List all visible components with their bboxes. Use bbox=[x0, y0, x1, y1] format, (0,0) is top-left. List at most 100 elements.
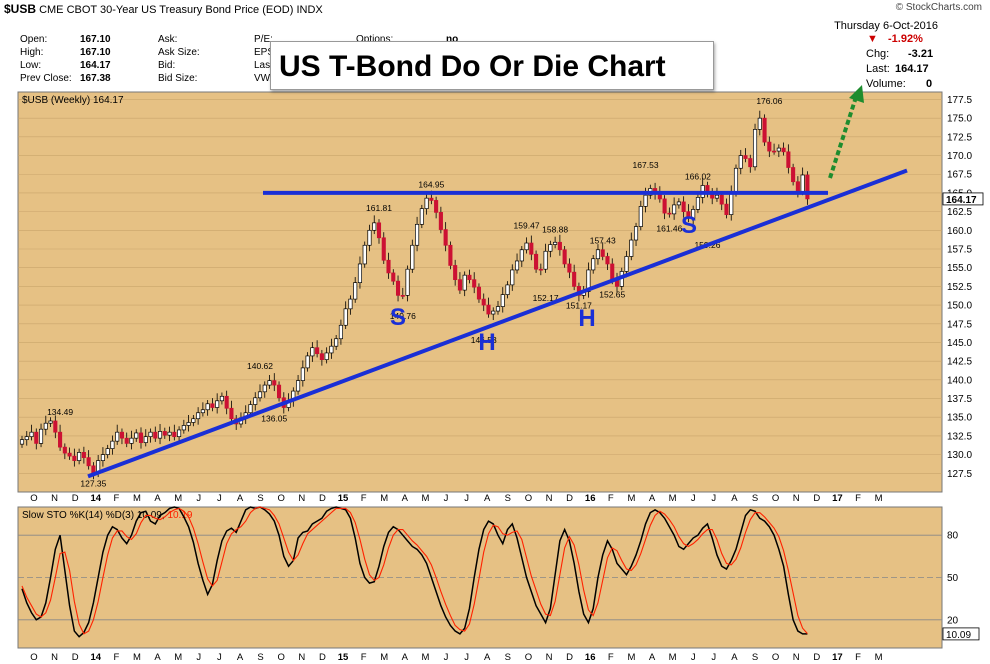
price-tick-label: 155.0 bbox=[947, 263, 972, 274]
candle-up bbox=[676, 201, 681, 206]
x-tick-label: F bbox=[608, 652, 614, 663]
candle-up bbox=[738, 155, 743, 169]
candle-up bbox=[191, 418, 196, 423]
candle-up bbox=[733, 167, 739, 194]
x-tick-label: 16 bbox=[585, 652, 596, 663]
candle-up bbox=[629, 239, 634, 257]
candle-up bbox=[100, 454, 105, 461]
candle-down bbox=[453, 265, 458, 281]
x-tick-label: S bbox=[505, 652, 511, 663]
x-tick-label: J bbox=[196, 493, 201, 504]
candle-down bbox=[434, 200, 439, 213]
candle-down bbox=[786, 151, 791, 168]
price-tick-label: 137.5 bbox=[947, 394, 972, 405]
candle-up bbox=[43, 422, 48, 430]
price-tick-label: 157.5 bbox=[947, 245, 972, 256]
vwap-label: VWAP bbox=[254, 73, 284, 84]
candle-up bbox=[343, 308, 348, 326]
price-annotation: 164.95 bbox=[418, 179, 444, 189]
price-annotation: 136.05 bbox=[261, 413, 287, 423]
x-tick-label: F bbox=[855, 493, 861, 504]
quote-date: Thursday 6-Oct-2016 bbox=[834, 20, 938, 32]
hs-pattern-label: S bbox=[681, 212, 697, 239]
pct-change: -1.92% bbox=[888, 33, 923, 45]
candle-up bbox=[800, 174, 805, 192]
x-tick-label: J bbox=[464, 652, 469, 663]
price-tick-label: 177.5 bbox=[947, 95, 972, 106]
last-label: Last bbox=[254, 60, 273, 71]
candle-down bbox=[395, 280, 401, 296]
price-annotation: 176.06 bbox=[756, 96, 782, 106]
candle-up bbox=[215, 400, 220, 408]
candle-up bbox=[757, 117, 762, 130]
x-tick-label: J bbox=[691, 493, 696, 504]
price-tick-label: 145.0 bbox=[947, 338, 972, 349]
price-annotation: 157.43 bbox=[590, 236, 616, 246]
candle-up bbox=[519, 249, 524, 262]
candle-up bbox=[514, 260, 520, 271]
sto-y-axis: 20 50 80 10.09 bbox=[942, 531, 980, 641]
description: CME CBOT 30-Year US Treasury Bond Price … bbox=[39, 4, 294, 16]
candle-up bbox=[419, 208, 424, 225]
candle-up bbox=[19, 439, 25, 445]
price-panel-title: $USB (Weekly) 164.17 bbox=[22, 95, 124, 106]
candle-up bbox=[196, 412, 201, 420]
candle-down bbox=[476, 286, 482, 300]
candle-up bbox=[205, 403, 210, 411]
x-tick-label: M bbox=[875, 652, 883, 663]
x-tick-label: A bbox=[649, 652, 656, 663]
x-tick-label: J bbox=[444, 652, 449, 663]
last-price-value: 164.17 bbox=[895, 63, 929, 75]
open-label: Open: bbox=[20, 34, 48, 45]
candle-up bbox=[253, 397, 258, 405]
candle-up bbox=[548, 244, 553, 252]
candle-up bbox=[115, 431, 120, 442]
candle-down bbox=[443, 229, 448, 246]
candle-down bbox=[62, 446, 67, 454]
x-tick-label: O bbox=[525, 493, 532, 504]
x-tick-label: D bbox=[566, 652, 573, 663]
candle-down bbox=[386, 259, 391, 274]
x-tick-label: J bbox=[217, 493, 222, 504]
candle-down bbox=[605, 256, 610, 265]
candle-down bbox=[472, 279, 477, 288]
candle-up bbox=[257, 391, 263, 399]
x-tick-label: F bbox=[608, 493, 614, 504]
candle-up bbox=[543, 250, 548, 270]
low-value: 164.17 bbox=[80, 60, 111, 71]
open-value: 167.10 bbox=[80, 34, 111, 45]
price-annotation: 149.76 bbox=[390, 311, 416, 321]
candle-up bbox=[181, 425, 186, 431]
candle-down bbox=[791, 167, 796, 183]
x-tick-label: N bbox=[793, 493, 800, 504]
x-tick-label: O bbox=[525, 652, 532, 663]
price-annotation: 159.47 bbox=[514, 220, 540, 230]
candle-up bbox=[177, 429, 182, 438]
volume-label: Volume: bbox=[866, 78, 906, 90]
candle-up bbox=[362, 244, 367, 265]
x-tick-label: S bbox=[752, 493, 758, 504]
candle-up bbox=[334, 338, 339, 347]
x-tick-label: F bbox=[361, 493, 367, 504]
sto-last-tag-label: 10.09 bbox=[946, 630, 971, 641]
sto-d-line bbox=[21, 506, 808, 635]
candle-down bbox=[210, 403, 215, 408]
prev-close-label: Prev Close: bbox=[20, 73, 72, 84]
chg-value: -3.21 bbox=[908, 48, 934, 60]
candle-down bbox=[805, 174, 810, 200]
x-tick-label: M bbox=[875, 493, 883, 504]
candle-up bbox=[296, 380, 301, 392]
candle-down bbox=[81, 452, 86, 458]
candle-up bbox=[357, 263, 363, 284]
x-tick-label: O bbox=[772, 493, 779, 504]
candle-down bbox=[53, 420, 58, 433]
x-tick-label: A bbox=[649, 493, 656, 504]
candle-up bbox=[691, 209, 696, 219]
stockcharts-logo: © StockCharts.com bbox=[895, 2, 982, 13]
x-tick-label: M bbox=[421, 652, 429, 663]
symbol: $USB bbox=[4, 2, 37, 16]
price-annotation: 161.81 bbox=[366, 203, 392, 213]
down-triangle-icon: ▼ bbox=[867, 33, 878, 45]
x-tick-label: A bbox=[484, 652, 491, 663]
price-tick-label: 175.0 bbox=[947, 114, 972, 125]
